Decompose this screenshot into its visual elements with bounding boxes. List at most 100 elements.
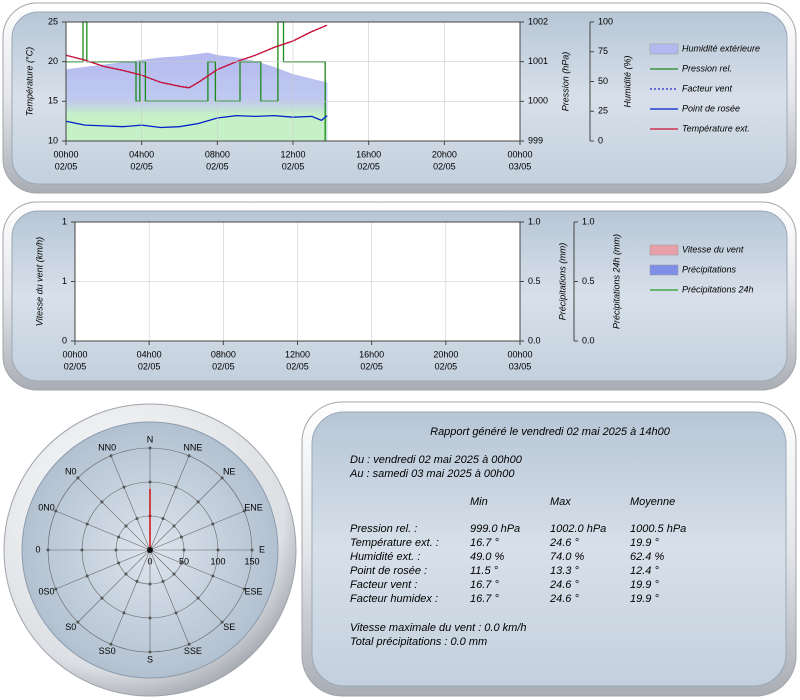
spoke-dot bbox=[109, 642, 113, 646]
report-to: Au : samedi 03 mai 2025 à 00h00 bbox=[349, 468, 515, 480]
table-cell: Facteur vent : bbox=[350, 579, 417, 591]
report-from: Du : vendredi 02 mai 2025 à 00h00 bbox=[350, 454, 523, 466]
table-cell: 1002.0 hPa bbox=[550, 523, 606, 535]
spoke-dot bbox=[179, 561, 183, 565]
direction-label: 0S0 bbox=[39, 586, 55, 596]
spoke-dot bbox=[124, 572, 128, 576]
spoke-dot bbox=[172, 524, 176, 528]
x-tick-label: 16h00 bbox=[356, 149, 381, 159]
y-tick-label: 0.5 bbox=[582, 276, 595, 286]
spoke-dot bbox=[174, 611, 178, 615]
legend-label: Vitesse du vent bbox=[682, 244, 744, 254]
x-tick-label: 00h00 bbox=[507, 349, 532, 359]
spoke-dot bbox=[135, 517, 139, 521]
spoke bbox=[110, 455, 151, 551]
legend-swatch bbox=[649, 264, 679, 276]
legend-label: Facteur vent bbox=[682, 83, 733, 93]
y-tick-label: 1.0 bbox=[582, 216, 595, 226]
x-tick-label: 16h00 bbox=[359, 349, 384, 359]
direction-label: N0 bbox=[65, 467, 77, 477]
x-tick-label: 02/05 bbox=[206, 161, 229, 171]
r-tick-label: 50 bbox=[179, 556, 189, 566]
y-tick-label: 1000 bbox=[528, 96, 548, 106]
table-cell: Facteur humidex : bbox=[350, 593, 438, 605]
direction-label: SE bbox=[223, 622, 235, 632]
table-cell: 49.0 % bbox=[470, 551, 504, 563]
spoke-dot bbox=[148, 650, 152, 654]
y-tick-label: 20 bbox=[48, 56, 58, 66]
spoke-dot bbox=[148, 616, 152, 620]
x-tick-label: 08h00 bbox=[211, 349, 236, 359]
table-cell: Point de rosée : bbox=[350, 565, 427, 577]
direction-label: 0N0 bbox=[38, 502, 55, 512]
table-cell: Pression rel. : bbox=[350, 523, 417, 535]
x-tick-label: 02/05 bbox=[282, 161, 305, 171]
table-cell: 16.7 ° bbox=[470, 579, 499, 591]
y-tick-label: 50 bbox=[598, 76, 608, 86]
y-tick-label: 1001 bbox=[528, 56, 548, 66]
y-tick-label: 1 bbox=[62, 216, 67, 226]
axis-title: Précipitations 24h (mm) bbox=[611, 234, 621, 329]
legend-label: Précipitations 24h bbox=[682, 284, 754, 294]
legend-swatch bbox=[649, 43, 679, 55]
table-header: Max bbox=[550, 496, 571, 508]
spoke-dot bbox=[100, 596, 104, 600]
spoke-dot bbox=[122, 485, 126, 489]
direction-label: ENE bbox=[244, 502, 263, 512]
y-tick-label: 1.0 bbox=[528, 216, 541, 226]
spoke-dot bbox=[85, 574, 89, 578]
line bbox=[65, 24, 328, 89]
direction-label: E bbox=[259, 544, 265, 554]
spoke-dot bbox=[187, 642, 191, 646]
direction-label: S0 bbox=[65, 622, 76, 632]
table-cell: 999.0 hPa bbox=[470, 523, 520, 535]
spoke-dot bbox=[117, 535, 121, 539]
x-tick-label: 00h00 bbox=[62, 349, 87, 359]
line bbox=[65, 114, 328, 129]
table-cell: 24.6 ° bbox=[549, 579, 579, 591]
direction-label: NE bbox=[223, 467, 236, 477]
r-tick-label: 100 bbox=[210, 556, 225, 566]
legend-label: Point de rosée bbox=[682, 103, 740, 113]
spoke-dot bbox=[211, 574, 215, 578]
x-tick-label: 00h00 bbox=[507, 149, 532, 159]
spoke bbox=[77, 549, 151, 623]
direction-label: ESE bbox=[244, 586, 262, 596]
r-tick-label: 150 bbox=[244, 556, 259, 566]
spoke-dot bbox=[196, 596, 200, 600]
spoke-dot bbox=[174, 485, 178, 489]
spoke bbox=[55, 549, 151, 590]
spoke bbox=[110, 549, 151, 645]
direction-label: 0 bbox=[35, 544, 40, 554]
x-tick-label: 02/05 bbox=[138, 361, 161, 371]
direction-label: NN0 bbox=[98, 443, 116, 453]
axis-title: Pression (hPa) bbox=[560, 52, 570, 112]
spoke-dot bbox=[76, 620, 80, 624]
y-tick-label: 0.0 bbox=[582, 335, 595, 345]
spoke-dot bbox=[122, 611, 126, 615]
spoke bbox=[149, 510, 245, 551]
x-tick-label: 20h00 bbox=[433, 349, 458, 359]
table-cell: 16.7 ° bbox=[470, 537, 499, 549]
spoke-dot bbox=[172, 572, 176, 576]
x-tick-label: 02/05 bbox=[433, 161, 456, 171]
spoke-dot bbox=[76, 476, 80, 480]
y-tick-label: 1002 bbox=[528, 16, 548, 26]
x-tick-label: 02/05 bbox=[286, 361, 309, 371]
table-cell: 19.9 ° bbox=[630, 593, 659, 605]
table-cell: 1000.5 hPa bbox=[630, 523, 686, 535]
spoke-dot bbox=[148, 480, 152, 484]
spoke-dot bbox=[179, 535, 183, 539]
axis-title: Température (°C) bbox=[24, 47, 34, 116]
legend-label: Humidité extérieure bbox=[682, 43, 760, 53]
spoke-dot bbox=[220, 620, 224, 624]
x-tick-label: 02/05 bbox=[212, 361, 235, 371]
panel-face bbox=[311, 411, 787, 687]
x-tick-label: 02/05 bbox=[130, 161, 153, 171]
table-cell: Température ext. : bbox=[350, 537, 439, 549]
x-tick-label: 20h00 bbox=[432, 149, 457, 159]
spoke-dot bbox=[211, 522, 215, 526]
y-tick-label: 25 bbox=[48, 16, 58, 26]
legend-label: Pression rel. bbox=[682, 63, 732, 73]
spoke-dot bbox=[109, 454, 113, 458]
